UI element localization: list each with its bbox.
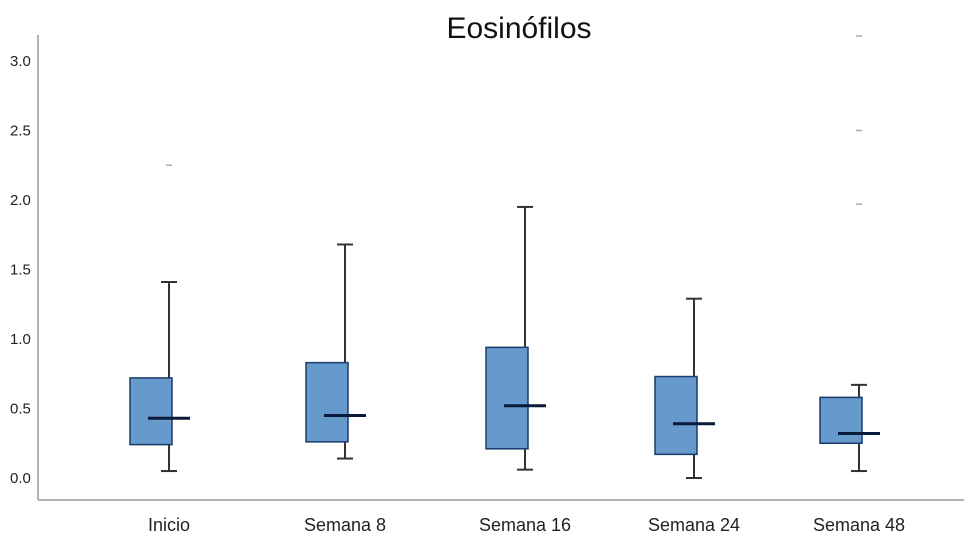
box-group — [485, 205, 546, 471]
x-tick-labels: Inicio Semana 8 Semana 16 Semana 24 Semana 4… — [148, 515, 905, 535]
y-tick-label: 1.5 — [10, 262, 31, 279]
y-tick-label: 1.0 — [10, 331, 31, 348]
box-iqr — [129, 377, 173, 446]
boxes — [129, 35, 880, 479]
x-tick-label: Semana 8 — [304, 515, 386, 535]
box-iqr — [485, 346, 529, 450]
x-tick-label: Semana 24 — [648, 515, 740, 535]
x-tick-label: Semana 48 — [813, 515, 905, 535]
box-iqr — [819, 396, 863, 445]
x-tick-label: Semana 16 — [479, 515, 571, 535]
y-tick-labels: 0.0 0.5 1.0 1.5 2.0 2.5 3.0 — [10, 53, 31, 487]
box-group — [305, 243, 366, 460]
axes — [37, 35, 964, 501]
y-tick-label: 0.0 — [10, 470, 31, 487]
y-tick-label: 0.5 — [10, 401, 31, 418]
box-group — [819, 35, 880, 473]
y-tick-label: 3.0 — [10, 53, 31, 70]
chart-title: Eosinófilos — [446, 12, 591, 45]
y-tick-label: 2.0 — [10, 192, 31, 209]
box-iqr — [305, 361, 349, 443]
x-tick-label: Inicio — [148, 515, 190, 535]
box-group — [654, 297, 715, 479]
box-group — [129, 164, 190, 473]
y-tick-label: 2.5 — [10, 123, 31, 140]
box-iqr — [654, 375, 698, 456]
